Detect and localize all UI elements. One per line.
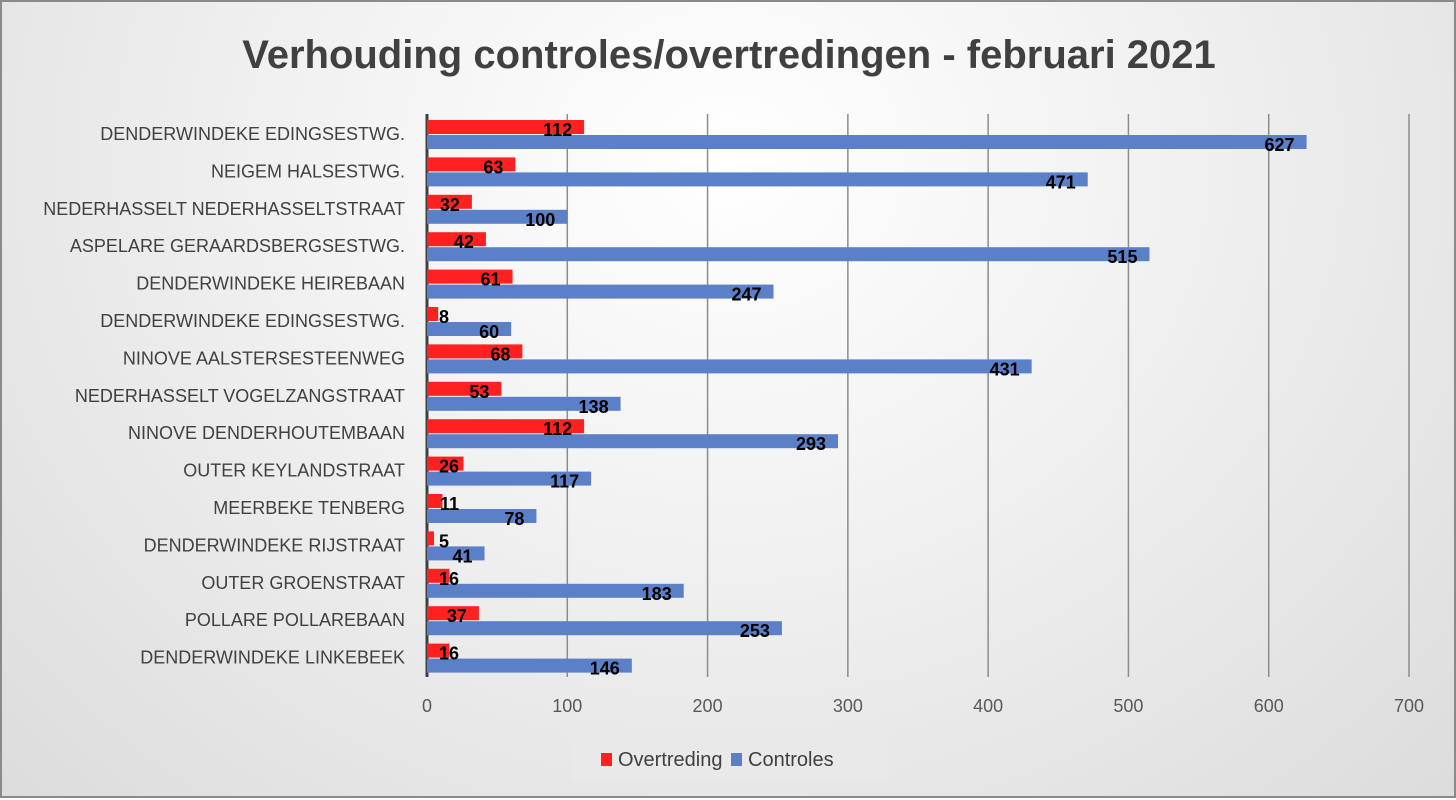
bar-overtreding (427, 307, 439, 321)
bar-overtreding (427, 606, 479, 621)
data-label: 100 (525, 210, 555, 230)
bar-controles (427, 209, 568, 224)
x-tick-label: 500 (1113, 696, 1143, 716)
chart-title: Verhouding controles/overtredingen - feb… (242, 33, 1216, 77)
bar-overtreding (427, 419, 585, 434)
legend-swatch-controles (731, 753, 742, 766)
data-label: 5 (439, 531, 449, 551)
bar-controles (427, 172, 1088, 187)
legend-label-controles: Controles (748, 749, 834, 771)
bar-controles (427, 322, 512, 336)
data-label: 42 (454, 232, 474, 252)
bar-overtreding (427, 456, 464, 471)
data-label: 431 (990, 359, 1020, 379)
bar-controles (427, 471, 592, 486)
data-label: 247 (731, 285, 761, 305)
category-label: DENDERWINDEKE EDINGSESTWG. (100, 124, 405, 144)
bar-overtreding (427, 232, 486, 247)
bar-overtreding (427, 194, 472, 209)
legend-box (572, 738, 889, 780)
x-tick-label: 300 (833, 696, 863, 716)
data-label: 53 (469, 382, 489, 402)
data-label: 138 (579, 397, 609, 417)
category-label: NINOVE AALSTERSESTEENWEG (123, 348, 405, 368)
category-label: DENDERWINDEKE HEIREBAAN (136, 274, 405, 294)
data-label: 41 (452, 546, 472, 566)
data-label: 112 (543, 419, 572, 439)
data-label: 146 (590, 659, 620, 679)
category-label: OUTER KEYLANDSTRAAT (183, 461, 405, 481)
category-label: DENDERWINDEKE EDINGSESTWG. (100, 311, 405, 331)
data-label: 471 (1046, 172, 1076, 192)
x-tick-label: 600 (1254, 696, 1284, 716)
bar-overtreding (427, 568, 450, 583)
data-label: 16 (439, 569, 459, 589)
bar-controles (427, 247, 1150, 262)
x-tick-label: 0 (422, 696, 432, 716)
category-label: DENDERWINDEKE LINKEBEEK (140, 648, 405, 668)
bar-controles (427, 658, 632, 673)
bar-controles (427, 359, 1032, 374)
data-label: 32 (440, 195, 460, 215)
data-label: 61 (481, 270, 501, 290)
legend-label-overtreding: Overtreding (618, 749, 723, 771)
data-label: 37 (447, 606, 467, 626)
bar-overtreding (427, 120, 585, 134)
category-label: NEDERHASSELT NEDERHASSELTSTRAAT (43, 199, 405, 219)
data-label: 112 (543, 120, 572, 140)
x-tick-label: 100 (552, 696, 582, 716)
data-label: 293 (796, 434, 826, 454)
x-tick-label: 200 (693, 696, 723, 716)
legend: Overtreding Controles (572, 738, 889, 780)
data-label: 11 (440, 494, 459, 514)
bar-controles (427, 135, 1307, 149)
category-label: NEIGEM HALSESTWG. (211, 161, 405, 181)
category-label: POLLARE POLLAREBAAN (185, 610, 405, 630)
bar-controles (427, 621, 782, 636)
category-label: NINOVE DENDERHOUTEMBAAN (128, 423, 405, 443)
category-label: ASPELARE GERAARDSBERGSESTWG. (70, 236, 405, 256)
bar-controles (427, 396, 621, 411)
data-label: 78 (504, 509, 524, 529)
bar-overtreding (427, 381, 502, 396)
bar-overtreding (427, 157, 516, 172)
legend-swatch-overtreding (601, 753, 612, 766)
bar-controles (427, 434, 839, 449)
data-label: 60 (479, 322, 499, 342)
data-label: 26 (439, 457, 459, 477)
category-label: NEDERHASSELT VOGELZANGSTRAAT (75, 386, 405, 406)
data-label: 627 (1265, 135, 1295, 155)
bar-controles (427, 284, 774, 299)
bar-overtreding (427, 494, 443, 508)
bar-controles (427, 546, 485, 561)
data-label: 183 (642, 584, 672, 604)
data-label: 16 (439, 644, 459, 664)
bar-overtreding (427, 344, 523, 359)
x-tick-label: 700 (1394, 696, 1424, 716)
bar-overtreding (427, 269, 513, 284)
x-tick-label: 400 (973, 696, 1003, 716)
data-label: 515 (1107, 247, 1137, 267)
bar-controles (427, 583, 684, 598)
data-label: 63 (483, 157, 503, 177)
bar-controles (427, 509, 537, 523)
category-label: OUTER GROENSTRAAT (201, 573, 405, 593)
category-label: DENDERWINDEKE RIJSTRAAT (144, 535, 405, 555)
bar-overtreding (427, 643, 450, 658)
category-label: MEERBEKE TENBERG (213, 498, 405, 518)
data-label: 253 (740, 621, 770, 641)
bar-overtreding (427, 531, 435, 546)
data-label: 68 (490, 344, 510, 364)
data-label: 117 (550, 472, 579, 492)
data-label: 8 (439, 307, 449, 327)
